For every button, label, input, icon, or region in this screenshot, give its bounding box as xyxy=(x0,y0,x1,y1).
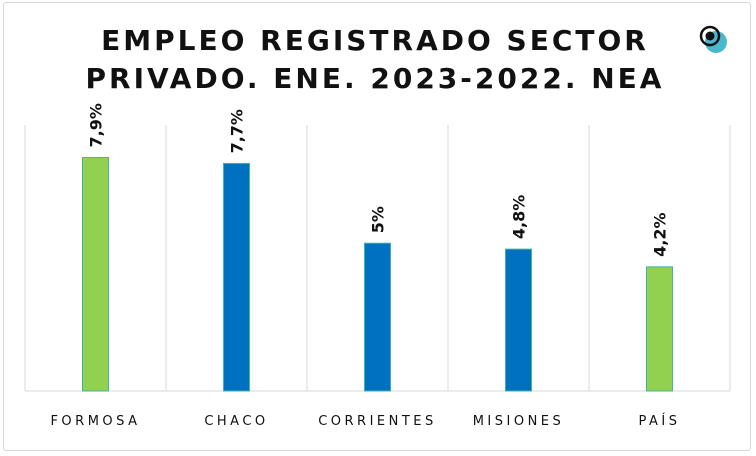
chart-title: EMPLEO REGISTRADO SECTOR PRIVADO. ENE. 2… xyxy=(40,22,710,98)
bar-país xyxy=(646,266,673,392)
x-tick-label: FORMOSA xyxy=(50,414,140,429)
x-tick-label: MISIONES xyxy=(473,414,565,429)
data-label: 4,2% xyxy=(651,212,670,256)
x-tick-label: CORRIENTES xyxy=(318,414,437,429)
bar-misiones xyxy=(505,248,532,392)
data-label: 7,9% xyxy=(87,103,106,147)
target-logo-icon xyxy=(699,25,727,53)
data-label: 4,8% xyxy=(510,195,529,239)
bar-corrientes xyxy=(364,242,391,392)
chart-title-line-2: PRIVADO. ENE. 2023-2022. NEA xyxy=(85,62,665,95)
data-label: 7,7% xyxy=(228,109,247,153)
bar-chaco xyxy=(223,162,250,392)
data-label: 5% xyxy=(369,206,388,233)
chart-title-line-1: EMPLEO REGISTRADO SECTOR xyxy=(101,24,649,57)
x-tick-label: PAÍS xyxy=(639,413,681,429)
bar-formosa xyxy=(82,157,109,392)
x-tick-label: CHACO xyxy=(204,414,268,429)
chart-frame xyxy=(3,2,751,451)
